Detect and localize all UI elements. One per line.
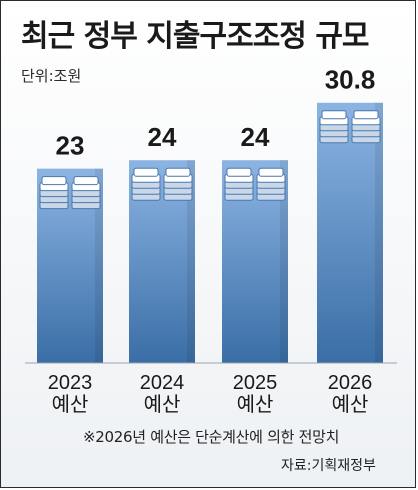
bar-shade: [375, 102, 383, 364]
footnote: ※2026년 예산은 단순계산에 의한 전망치: [83, 428, 340, 446]
bar-shade: [187, 160, 195, 363]
money-bundle: [319, 110, 349, 144]
category-label: 2026: [328, 372, 373, 394]
category-label: 예산: [237, 393, 274, 416]
source-label: 자료:기획재정부: [281, 458, 376, 474]
category-label: 예산: [52, 393, 89, 416]
bar-2026: [317, 102, 383, 364]
money-bundle: [163, 167, 193, 201]
value-label: 24: [148, 122, 177, 152]
money-bundle: [39, 176, 69, 210]
money-bundle: [256, 167, 286, 201]
bar-shade: [95, 168, 103, 363]
category-label: 예산: [144, 393, 181, 416]
category-label: 2024: [140, 372, 185, 394]
value-label: 23: [56, 131, 85, 161]
unit-label: 단위:조원: [21, 67, 82, 85]
money-bundle: [351, 110, 381, 144]
chart-title: 최근 정부 지출구조조정 규모: [21, 19, 370, 54]
money-stack-icon: [224, 167, 286, 201]
category-label: 예산: [332, 393, 369, 416]
category-label: 2023: [48, 372, 93, 394]
money-stack-icon: [131, 167, 193, 201]
category-label: 2025: [233, 372, 278, 394]
money-bundle: [71, 176, 101, 210]
money-stack-icon: [319, 110, 381, 144]
value-label: 30.8: [325, 65, 376, 95]
bar-shade: [280, 160, 288, 363]
money-bundle: [224, 167, 254, 201]
money-stack-icon: [39, 176, 101, 210]
money-bundle: [131, 167, 161, 201]
value-label: 24: [241, 122, 270, 152]
